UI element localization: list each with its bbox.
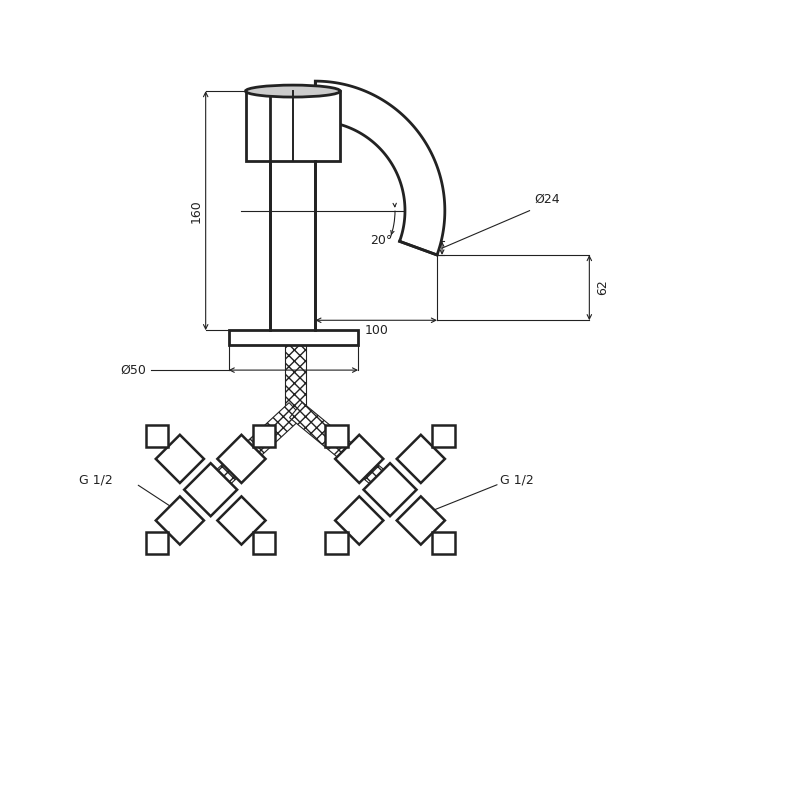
Polygon shape: [397, 434, 445, 483]
Polygon shape: [146, 532, 168, 554]
Polygon shape: [315, 81, 445, 255]
Bar: [286, 345, 306, 410]
Polygon shape: [363, 463, 417, 516]
Polygon shape: [335, 434, 383, 483]
Polygon shape: [290, 402, 385, 486]
Ellipse shape: [246, 85, 340, 97]
Polygon shape: [156, 434, 204, 483]
Polygon shape: [432, 425, 455, 447]
Polygon shape: [432, 532, 455, 554]
Polygon shape: [218, 434, 266, 483]
Text: 62: 62: [596, 280, 609, 295]
Bar: [246, 91, 340, 161]
Polygon shape: [218, 496, 266, 545]
Polygon shape: [335, 496, 383, 545]
Text: 20°: 20°: [370, 234, 392, 247]
Text: Ø50: Ø50: [120, 364, 146, 377]
Polygon shape: [326, 425, 348, 447]
Text: G 1/2: G 1/2: [79, 474, 113, 486]
Bar: [229, 330, 358, 345]
Polygon shape: [216, 402, 302, 485]
Polygon shape: [156, 496, 204, 545]
Text: 160: 160: [190, 198, 202, 222]
Text: G 1/2: G 1/2: [500, 474, 534, 486]
Polygon shape: [326, 532, 348, 554]
Polygon shape: [184, 463, 237, 516]
Polygon shape: [146, 425, 168, 447]
Polygon shape: [253, 425, 275, 447]
Text: Ø24: Ø24: [534, 193, 560, 206]
Text: 100: 100: [364, 324, 388, 337]
Polygon shape: [253, 532, 275, 554]
Polygon shape: [397, 496, 445, 545]
